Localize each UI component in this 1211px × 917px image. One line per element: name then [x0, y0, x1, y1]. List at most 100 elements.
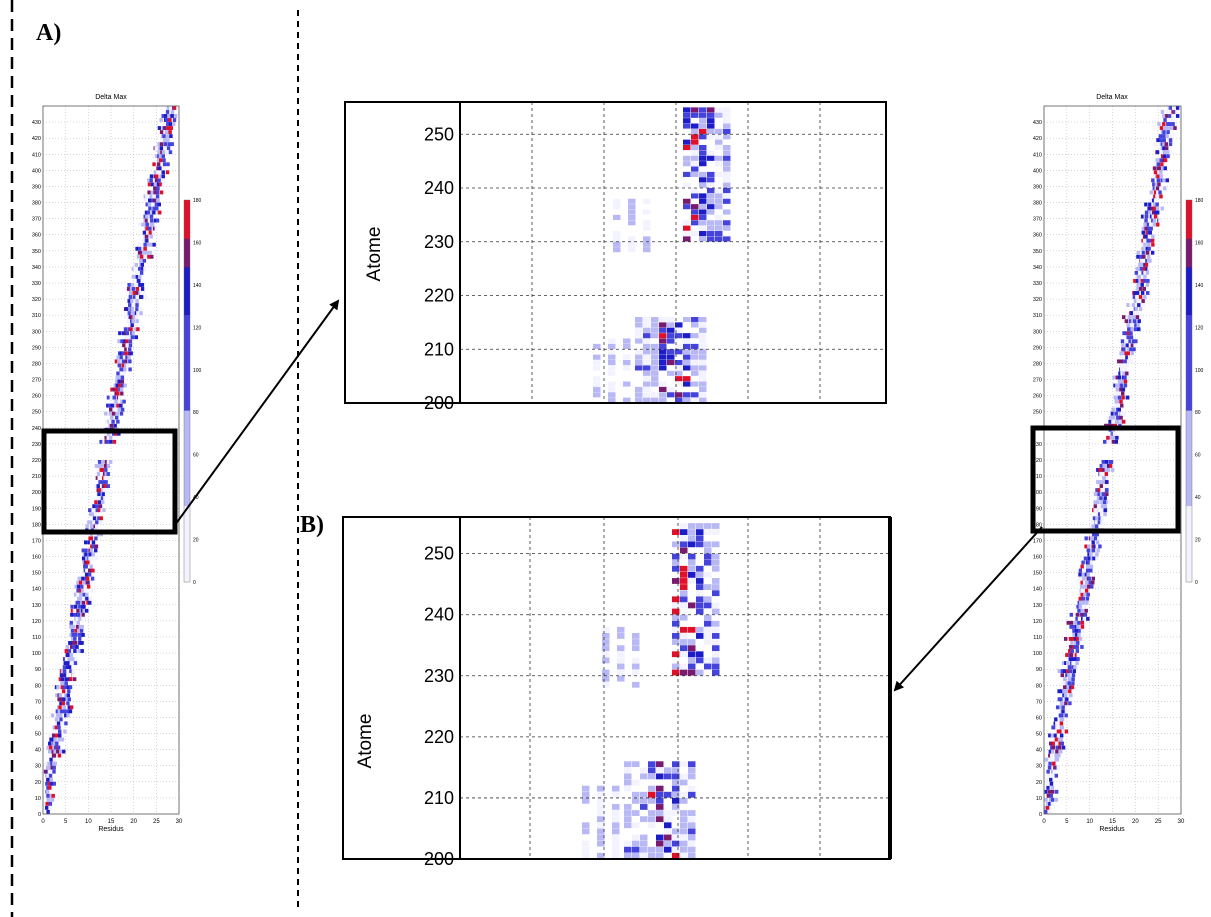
heatmap-cell [624, 852, 632, 859]
heatmap-cell [1054, 797, 1059, 802]
heatmap-cell [617, 651, 625, 658]
heatmap-cell [675, 397, 683, 403]
heatmap-cell [104, 419, 109, 424]
colorbar-segment [1186, 543, 1192, 554]
heatmap-cell [1053, 733, 1058, 738]
heatmap-cell [680, 529, 688, 536]
heatmap-cell [100, 468, 105, 472]
heatmap-cell [64, 649, 68, 653]
heatmap-cell [680, 535, 688, 542]
heatmap-cell [1125, 339, 1129, 344]
heatmap-cell [1136, 299, 1140, 303]
colorbar-segment [1186, 362, 1192, 373]
heatmap-cell [117, 339, 121, 344]
heatmap-cell [1081, 560, 1085, 565]
colorbar-segment [1186, 476, 1192, 487]
heatmap-cell [72, 645, 76, 649]
heatmap-cell [691, 139, 699, 145]
heatmap-cell [1080, 588, 1085, 593]
heatmap-cell [1116, 415, 1121, 420]
heatmap-cell [1120, 411, 1124, 416]
y-tick-label: 30 [35, 764, 41, 770]
heatmap-cell [1055, 757, 1060, 762]
heatmap-cell [1135, 311, 1139, 316]
heatmap-cell [1172, 114, 1176, 118]
heatmap-cell [172, 106, 177, 110]
heatmap-cell [1097, 512, 1102, 517]
heatmap-cell [101, 480, 105, 484]
heatmap-cell [78, 637, 82, 641]
heatmap-cell [1101, 480, 1105, 484]
heatmap-cell [712, 657, 720, 664]
heatmap-cell [1148, 198, 1152, 203]
heatmap-cell [114, 387, 119, 392]
heatmap-cell [672, 608, 680, 615]
heatmap-cell [1085, 600, 1089, 605]
heatmap-cell [723, 123, 731, 129]
colorbar-tick-label: 120 [193, 325, 202, 331]
heatmap-cell [1129, 335, 1134, 340]
heatmap-cell [1050, 789, 1055, 794]
heatmap-cell [92, 516, 97, 521]
heatmap-cell [696, 651, 704, 658]
heatmap-cell [1156, 166, 1160, 171]
heatmap-cell [88, 556, 92, 561]
colorbar-segment [184, 486, 190, 497]
heatmap-cell [1096, 540, 1100, 545]
heatmap-cell [715, 171, 723, 177]
heatmap-cell [1082, 580, 1087, 585]
heatmap-cell [69, 677, 73, 682]
colorbar-segment [1186, 486, 1192, 497]
heatmap-cell [62, 685, 67, 690]
heatmap-cell [1045, 781, 1049, 786]
heatmap-cell [1116, 395, 1120, 400]
heatmap-cell [635, 354, 643, 360]
heatmap-cell [126, 287, 131, 291]
heatmap-cell [1133, 327, 1138, 332]
heatmap-cell [66, 685, 70, 690]
heatmap-cell [153, 170, 158, 175]
heatmap-cell [1073, 645, 1077, 649]
heatmap-cell [651, 317, 659, 323]
heatmap-cell [628, 204, 636, 210]
y-tick-label: 210 [424, 788, 454, 808]
heatmap-cell [166, 106, 171, 110]
heatmap-cell [1057, 753, 1061, 758]
heatmap-cell [688, 791, 696, 798]
heatmap-cell [699, 381, 707, 387]
colorbar-segment [1186, 562, 1192, 573]
heatmap-cell [1104, 472, 1109, 476]
heatmap-cell [623, 397, 631, 403]
heatmap-cell [612, 785, 620, 792]
heatmap-cell [1110, 411, 1115, 416]
heatmap-cell [171, 122, 176, 126]
colorbar-segment [1186, 314, 1192, 325]
heatmap-cell [54, 725, 59, 730]
heatmap-cell [88, 596, 93, 601]
heatmap-cell [723, 177, 731, 183]
heatmap-cell [104, 460, 109, 464]
heatmap-cell [95, 508, 99, 513]
y-tick-label: 0 [1039, 812, 1042, 818]
y-tick-label: 300 [32, 329, 41, 335]
heatmap-cell [1155, 158, 1159, 163]
heatmap-cell [1053, 765, 1057, 770]
heatmap-cell [62, 705, 67, 710]
heatmap-cell [707, 112, 715, 118]
heatmap-cell [99, 520, 103, 525]
heatmap-cell [723, 107, 731, 113]
heatmap-cell [1103, 512, 1107, 517]
heatmap-cell [140, 283, 145, 287]
heatmap-cell [635, 349, 643, 355]
heatmap-cell [1162, 146, 1166, 151]
heatmap-cell [1074, 628, 1079, 633]
colorbar-segment [184, 352, 190, 363]
heatmap-cell [643, 349, 651, 355]
heatmap-cell [141, 238, 146, 243]
heatmap-cell [1097, 492, 1101, 497]
heatmap-cell [613, 247, 621, 253]
heatmap-cell [1120, 367, 1124, 372]
heatmap-cell [78, 588, 83, 593]
heatmap-cell [1135, 291, 1140, 295]
heatmap-cell [659, 354, 667, 360]
